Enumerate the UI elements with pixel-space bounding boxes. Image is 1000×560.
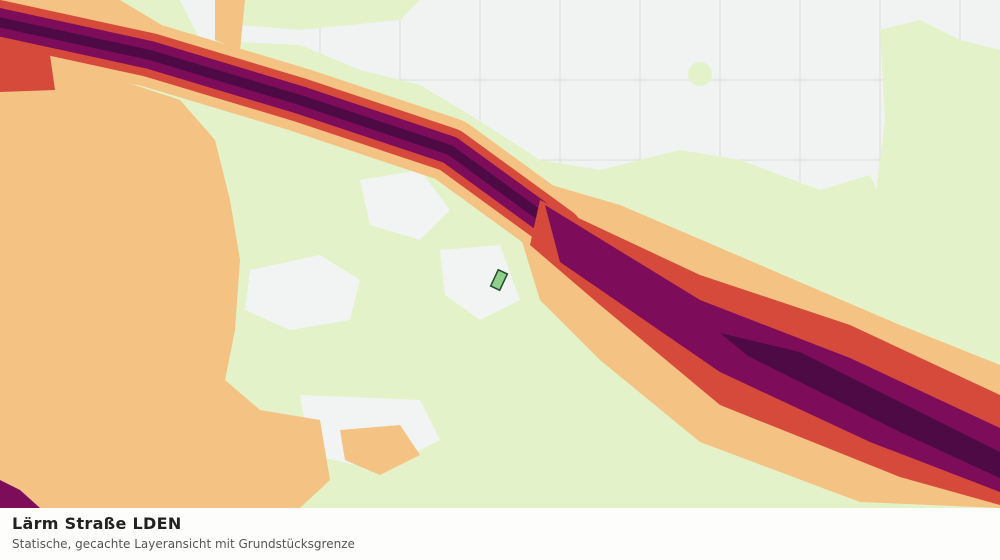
layer-subtitle: Statische, gecachte Layeransicht mit Gru… [12, 537, 355, 551]
road-noise-corridor [0, 0, 592, 262]
info-panel: Lärm Straße LDEN Statische, gecachte Lay… [0, 508, 1000, 560]
parcel-boundary[interactable] [489, 268, 509, 292]
layer-title: Lärm Straße LDEN [12, 514, 182, 533]
noise-zone-high [0, 40, 55, 92]
noise-zone-very-high [0, 480, 40, 508]
noise-zone-extreme [720, 333, 1000, 478]
